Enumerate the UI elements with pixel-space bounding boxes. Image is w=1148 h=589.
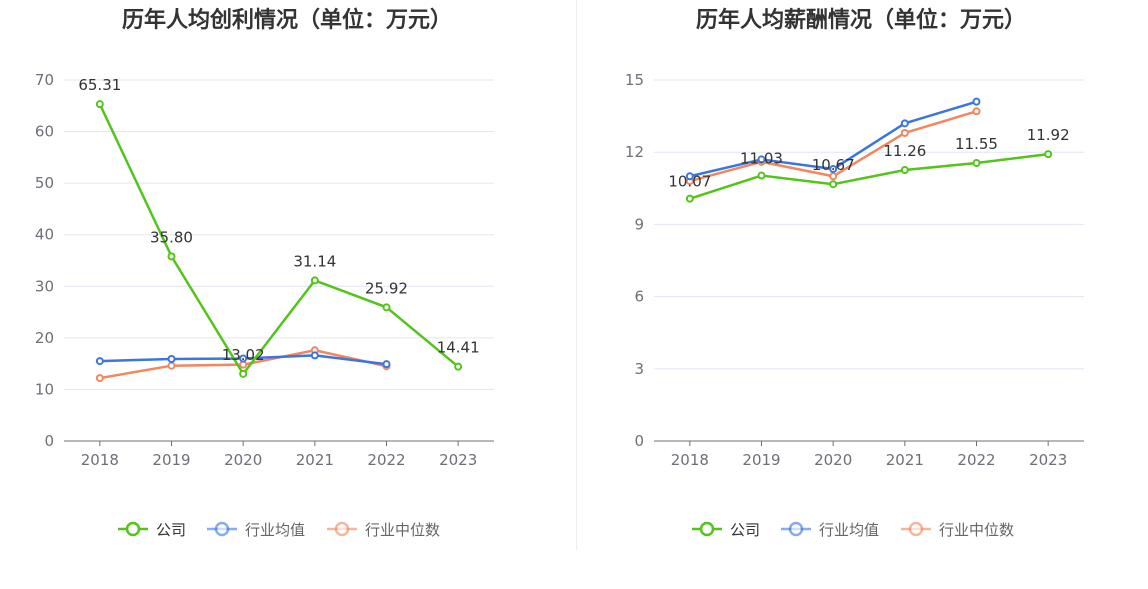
legend-item-industry_median[interactable]: 行业中位数	[327, 521, 440, 539]
x-tick-label: 2022	[367, 451, 405, 469]
series-line-company	[689, 152, 1049, 200]
data-point-industry_median[interactable]	[829, 172, 838, 181]
data-label: 11.55	[955, 135, 998, 153]
legend-item-industry_median[interactable]: 行业中位数	[901, 521, 1014, 539]
data-label: 10.07	[668, 173, 711, 191]
data-point-industry_avg[interactable]	[685, 172, 694, 181]
y-tick-label: 12	[625, 143, 644, 161]
data-point-industry_median[interactable]	[167, 361, 176, 370]
data-point-industry_median[interactable]	[972, 107, 981, 116]
legend-item-industry_avg[interactable]: 行业均值	[207, 521, 305, 539]
x-tick-label: 2018	[671, 451, 709, 469]
data-label: 14.41	[437, 339, 480, 357]
data-label: 11.26	[883, 142, 926, 160]
data-point-industry_avg[interactable]	[757, 155, 766, 164]
data-label: 10.67	[812, 156, 855, 174]
y-tick-label: 40	[35, 226, 54, 244]
panel-divider	[576, 0, 577, 550]
y-tick-label: 30	[35, 277, 54, 295]
x-tick-label: 2021	[886, 451, 924, 469]
data-point-company[interactable]	[1044, 150, 1053, 159]
legend-item-company[interactable]: 公司	[118, 521, 186, 539]
data-point-company[interactable]	[95, 100, 104, 109]
x-tick-label: 2020	[814, 451, 852, 469]
data-point-industry_avg[interactable]	[829, 165, 838, 174]
data-point-company[interactable]	[382, 303, 391, 312]
y-tick-label: 9	[634, 215, 644, 233]
legend-marker-icon	[699, 521, 715, 537]
y-tick-label: 6	[634, 288, 644, 306]
data-point-company[interactable]	[167, 252, 176, 261]
data-point-industry_avg[interactable]	[95, 357, 104, 366]
data-label: 65.31	[78, 76, 121, 94]
data-point-industry_median[interactable]	[900, 128, 909, 137]
legend-label: 行业中位数	[365, 521, 440, 539]
profit-chart-svg: 0 10 20 30 40 50 60 70 2018 2019 2020 2021 2022 2023 6…	[35, 71, 494, 539]
x-tick-label: 2019	[742, 451, 780, 469]
data-label: 31.14	[293, 252, 336, 270]
legend-label: 行业均值	[245, 521, 305, 539]
data-point-industry_avg[interactable]	[900, 119, 909, 128]
x-tick-label: 2020	[224, 451, 262, 469]
data-point-company[interactable]	[454, 362, 463, 371]
data-point-company[interactable]	[685, 194, 694, 203]
legend-label: 行业中位数	[939, 521, 1014, 539]
salary-per-capita-panel: 历年人均薪酬情况（单位：万元） 0 3 6 9 12 15 2018 2019 2020 2021…	[574, 0, 1148, 589]
data-point-company[interactable]	[757, 171, 766, 180]
series-line-company	[98, 103, 459, 376]
data-label: 25.92	[365, 279, 408, 297]
y-tick-label: 0	[44, 432, 54, 450]
legend-marker-icon	[125, 521, 141, 537]
y-tick-label: 60	[35, 123, 54, 141]
x-tick-label: 2022	[957, 451, 995, 469]
legend-label: 行业均值	[819, 521, 879, 539]
data-label: 35.80	[150, 228, 193, 246]
y-tick-label: 70	[35, 71, 54, 89]
profit-per-capita-panel: 历年人均创利情况（单位：万元） 0 10 20 30 40 50 60 70 2018 2019 2…	[35, 8, 494, 539]
legend-label: 公司	[730, 521, 760, 539]
legend-label: 公司	[156, 521, 186, 539]
y-tick-label: 15	[625, 71, 644, 89]
y-tick-label: 50	[35, 174, 54, 192]
chart-title: 历年人均创利情况（单位：万元）	[121, 8, 452, 33]
data-point-company[interactable]	[239, 369, 248, 378]
legend-item-company[interactable]: 公司	[692, 521, 760, 539]
y-tick-label: 3	[634, 360, 644, 378]
chart-title: 历年人均薪酬情况（单位：万元）	[695, 8, 1026, 33]
data-label: 13.02	[222, 346, 265, 364]
data-label: 11.92	[1027, 126, 1070, 144]
data-label: 11.03	[740, 150, 783, 168]
salary-chart-svg: 0 3 6 9 12 15 2018 2019 2020 2021 2022 2023 10.07 11.…	[625, 71, 1084, 539]
x-tick-label: 2023	[1029, 451, 1067, 469]
data-point-industry_median[interactable]	[95, 374, 104, 383]
legend-marker-icon	[334, 521, 350, 537]
data-point-industry_avg[interactable]	[310, 351, 319, 360]
y-tick-label: 10	[35, 380, 54, 398]
data-point-industry_avg[interactable]	[239, 354, 248, 363]
y-tick-label: 0	[634, 432, 644, 450]
legend-marker-icon	[908, 521, 924, 537]
y-tick-label: 20	[35, 329, 54, 347]
data-point-industry_avg[interactable]	[167, 355, 176, 364]
x-tick-label: 2021	[296, 451, 334, 469]
x-tick-label: 2019	[152, 451, 190, 469]
x-tick-label: 2023	[439, 451, 477, 469]
legend-item-industry_avg[interactable]: 行业均值	[781, 521, 879, 539]
data-point-industry_avg[interactable]	[972, 97, 981, 106]
legend-marker-icon	[788, 521, 804, 537]
data-point-company[interactable]	[829, 180, 838, 189]
x-tick-label: 2018	[81, 451, 119, 469]
data-point-company[interactable]	[900, 166, 909, 175]
data-point-company[interactable]	[972, 159, 981, 168]
legend-marker-icon	[214, 521, 230, 537]
data-point-industry_avg[interactable]	[382, 360, 391, 369]
data-point-company[interactable]	[310, 276, 319, 285]
